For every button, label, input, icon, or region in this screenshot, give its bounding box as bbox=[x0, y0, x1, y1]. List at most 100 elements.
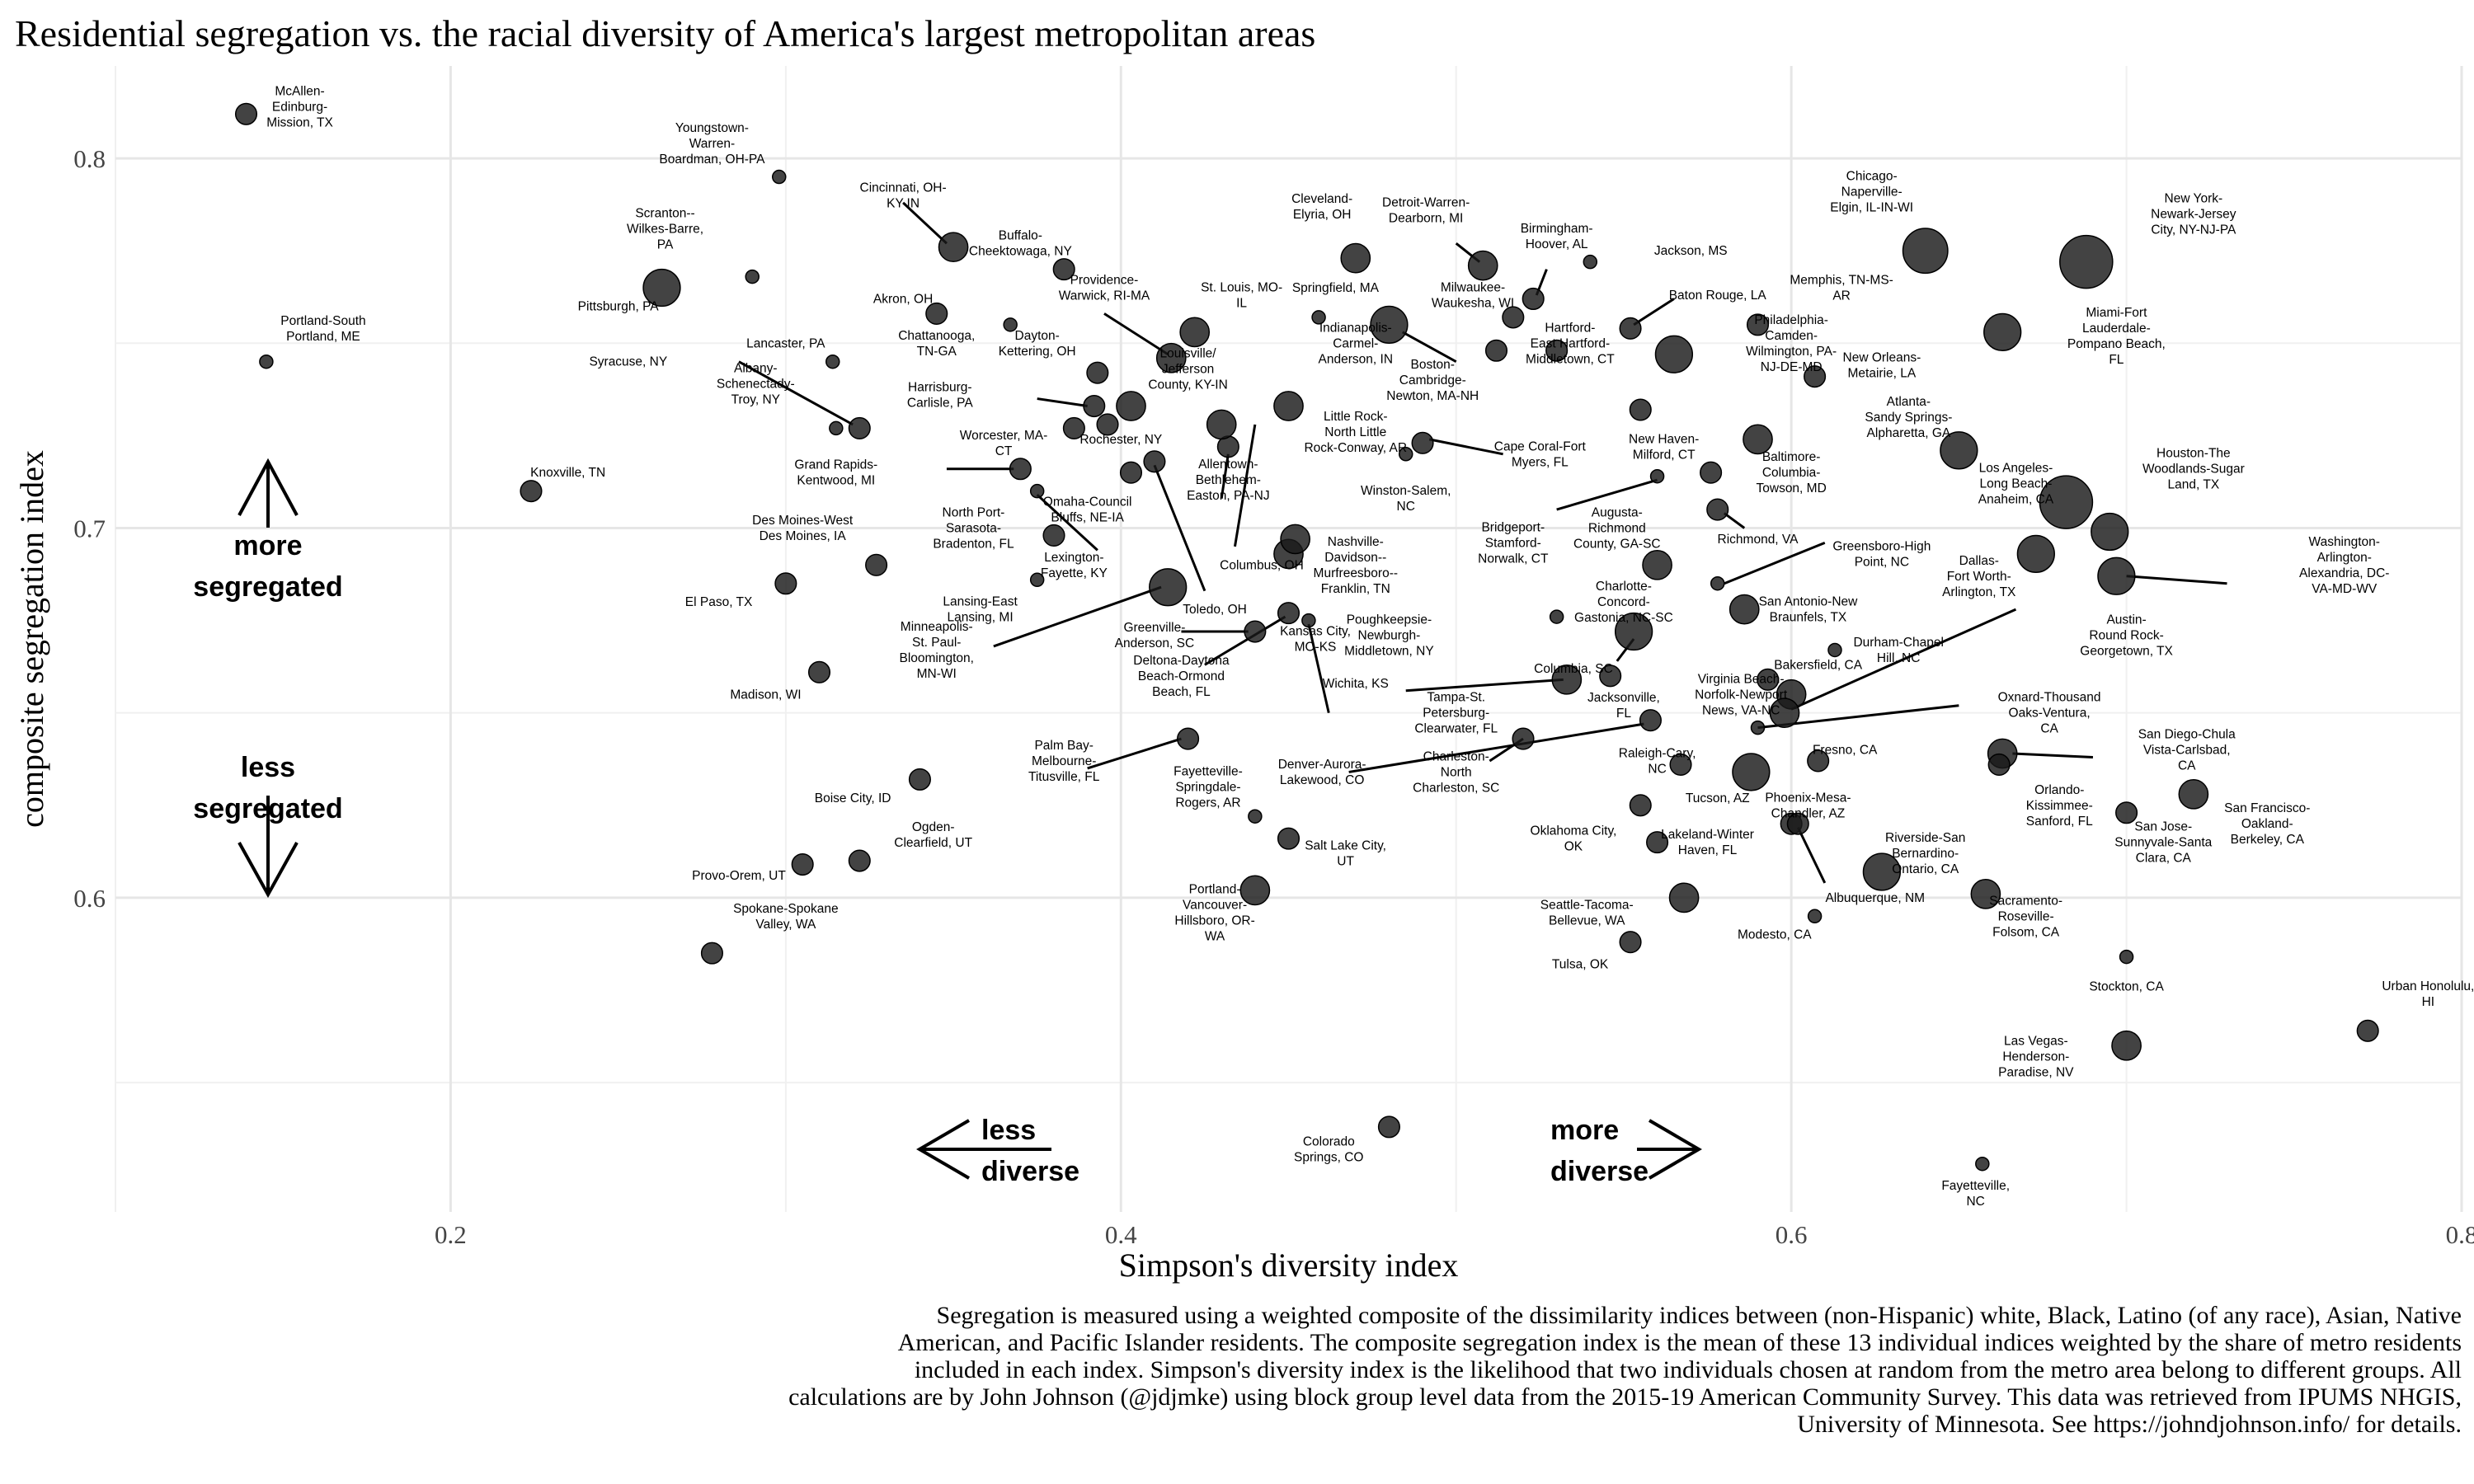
point-label: Miami-Fort Lauderdale-Pompano Beach, FL bbox=[2067, 306, 2166, 367]
point-label: Dayton-Kettering, OH bbox=[999, 329, 1076, 359]
data-point bbox=[1700, 461, 1723, 484]
x-tick-label: 0.2 bbox=[435, 1220, 467, 1249]
data-point bbox=[1370, 305, 1409, 345]
data-point bbox=[825, 354, 840, 369]
data-point bbox=[1273, 391, 1304, 421]
data-point bbox=[1614, 612, 1653, 651]
point-label: Phoenix-Mesa-Chandler, AZ bbox=[1765, 791, 1851, 820]
data-point bbox=[2039, 475, 2094, 529]
data-point bbox=[1512, 727, 1535, 750]
point-label: Fayetteville-Springdale-Rogers, AR bbox=[1174, 764, 1243, 810]
leader-line bbox=[1204, 615, 1286, 666]
point-label: Houston-The Woodlands-Sugar Land, TX bbox=[2142, 447, 2245, 492]
leader-line bbox=[738, 360, 854, 426]
data-point bbox=[1311, 310, 1326, 325]
point-label: El Paso, TX bbox=[685, 595, 753, 609]
data-point bbox=[1248, 809, 1263, 824]
point-label: Los Angeles-Long Beach-Anaheim, CA bbox=[1978, 462, 2054, 507]
point-label: Orlando-Kissimmee-Sanford, FL bbox=[2026, 783, 2093, 829]
data-point bbox=[1769, 697, 1800, 729]
data-point bbox=[1484, 339, 1508, 362]
data-point bbox=[1155, 342, 1187, 373]
data-point bbox=[1619, 317, 1642, 340]
point-label: Boston-Cambridge-Newton, MA-NH bbox=[1386, 358, 1479, 403]
point-label: Rochester, NY bbox=[1079, 433, 1162, 447]
data-point bbox=[1003, 317, 1018, 332]
point-label: Baton Rouge, LA bbox=[1669, 289, 1767, 303]
annotation-less_diverse: less bbox=[981, 1115, 1036, 1146]
caption: Segregation is measured using a weighted… bbox=[788, 1302, 2462, 1438]
point-label: Jacksonville, FL bbox=[1587, 691, 1660, 721]
leader-line bbox=[1037, 397, 1088, 408]
y-tick-label: 0.6 bbox=[73, 884, 106, 913]
point-label: Charlotte-Concord-Gastonia, NC-SC bbox=[1574, 580, 1673, 625]
point-label: Atlanta-Sandy Springs-Alpharetta, GA bbox=[1865, 395, 1952, 440]
point-label: Indianapolis-Carmel-Anderson, IN bbox=[1319, 321, 1393, 366]
data-point bbox=[848, 416, 871, 439]
point-label: Fayetteville, NC bbox=[1941, 1179, 2010, 1209]
leader-line bbox=[1428, 438, 1503, 456]
point-label: Toledo, OH bbox=[1183, 603, 1247, 617]
caption-line: Segregation is measured using a weighted… bbox=[937, 1302, 2462, 1329]
point-label: Jackson, MS bbox=[1654, 244, 1728, 258]
data-point bbox=[2111, 1030, 2142, 1061]
point-label: San Diego-Chula Vista-Carlsbad, CA bbox=[2138, 728, 2236, 773]
leader-line bbox=[1405, 678, 1564, 693]
annotation-more_segregated: more bbox=[233, 530, 302, 561]
leader-line bbox=[2126, 575, 2227, 585]
data-point bbox=[1301, 613, 1316, 628]
point-label: Ogden-Clearfield, UT bbox=[894, 820, 972, 850]
leader-line bbox=[1401, 331, 1457, 364]
point-label: Louisville/Jefferson County, KY-IN bbox=[1148, 347, 1228, 392]
point-label: Lancaster, PA bbox=[746, 336, 825, 350]
point-label: Syracuse, NY bbox=[589, 355, 667, 369]
data-point bbox=[1277, 602, 1300, 625]
point-label: Spokane-Spokane Valley, WA bbox=[733, 902, 839, 932]
data-point bbox=[1277, 827, 1300, 850]
point-label: Omaha-Council Bluffs, NE-IA bbox=[1043, 495, 1132, 525]
axis-ticks: 0.2 0.4 0.6 0.8 0.6 0.7 0.8 bbox=[73, 144, 2474, 1249]
point-label: Colorado Springs, CO bbox=[1294, 1134, 1363, 1164]
down-arrow-icon bbox=[238, 796, 299, 899]
leader-line bbox=[1103, 312, 1169, 356]
data-point bbox=[1549, 609, 1564, 624]
point-label: Milwaukee-Waukesha, WI bbox=[1432, 281, 1514, 311]
data-point bbox=[1377, 1115, 1400, 1139]
data-point bbox=[829, 420, 844, 436]
data-point bbox=[1940, 431, 1978, 470]
caption-line: included in each index. Simpson's divers… bbox=[915, 1356, 2462, 1383]
data-point bbox=[1096, 413, 1119, 436]
leader-line bbox=[1087, 737, 1182, 770]
data-point bbox=[807, 660, 831, 683]
point-label: Cape Coral-Fort Myers, FL bbox=[1494, 439, 1587, 469]
data-point bbox=[1729, 594, 1760, 625]
caption-line: University of Minnesota. See https://joh… bbox=[1797, 1411, 2462, 1438]
point-label: Las Vegas-Henderson-Paradise, NV bbox=[1998, 1035, 2074, 1080]
leader-line bbox=[1307, 623, 1330, 714]
y-tick-label: 0.8 bbox=[73, 144, 106, 173]
data-point bbox=[1149, 568, 1188, 607]
point-label: Denver-Aurora-Lakewood, CO bbox=[1278, 758, 1366, 787]
data-point bbox=[1042, 524, 1065, 547]
leader-line bbox=[2012, 752, 2093, 758]
point-label: Providence-Warwick, RI-MA bbox=[1059, 274, 1150, 303]
data-point bbox=[2091, 512, 2129, 552]
point-label: St. Louis, MO-IL bbox=[1201, 281, 1282, 311]
point-label: Portland-South Portland, ME bbox=[280, 314, 365, 344]
data-point bbox=[2097, 556, 2136, 595]
point-label: Scranton--Wilkes-Barre, PA bbox=[627, 206, 703, 251]
point-label: Baltimore-Columbia-Towson, MD bbox=[1757, 450, 1827, 495]
point-label: Boise City, ID bbox=[815, 791, 891, 805]
caption-line: calculations are by John Johnson (@jdjmk… bbox=[788, 1383, 2462, 1411]
point-label: Cincinnati, OH-KY-IN bbox=[860, 181, 947, 210]
data-point bbox=[1340, 242, 1371, 274]
point-label: Bakersfield, CA bbox=[1774, 658, 1862, 672]
annotation-less_diverse: diverse bbox=[981, 1156, 1079, 1187]
data-point bbox=[1807, 749, 1830, 773]
leader-line bbox=[1724, 542, 1826, 585]
point-label: Kansas City, MO-KS bbox=[1280, 625, 1351, 655]
data-point bbox=[1062, 416, 1085, 439]
point-label: Buffalo-Cheektowaga, NY bbox=[969, 229, 1072, 259]
point-label: Minneapolis-St. Paul-Bloomington, MN-WI bbox=[900, 620, 974, 681]
point-label: Cleveland-Elyria, OH bbox=[1291, 192, 1352, 222]
